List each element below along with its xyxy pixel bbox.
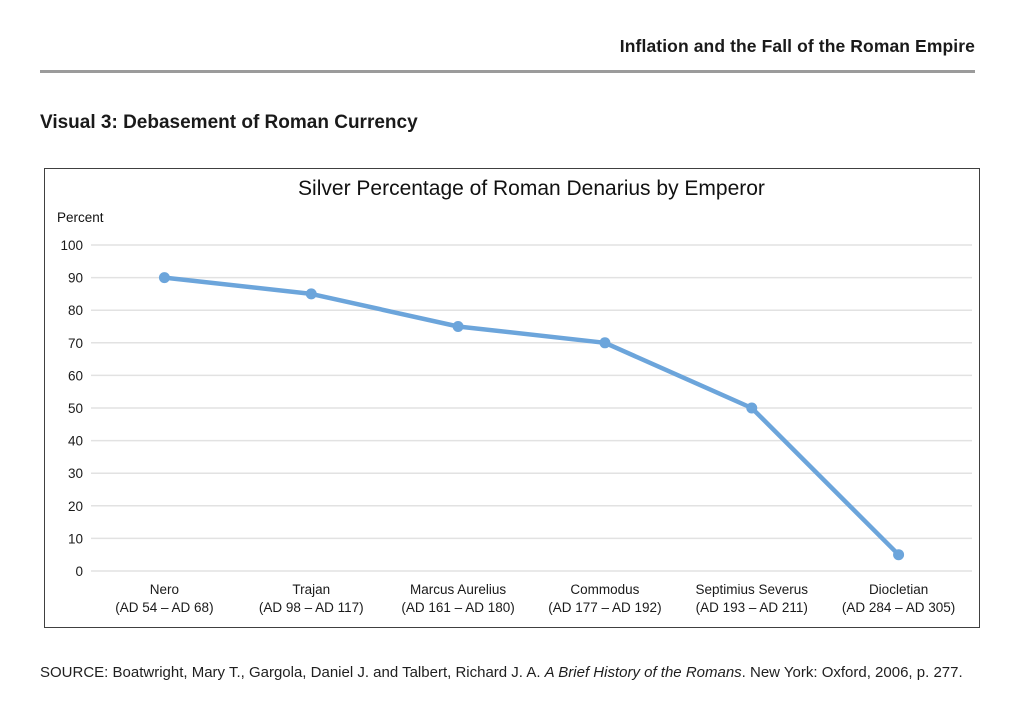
data-point bbox=[305, 288, 317, 300]
x-tick-sublabel: (AD 193 – AD 211) bbox=[696, 600, 808, 615]
y-tick-label: 80 bbox=[68, 303, 83, 318]
x-tick-label: Commodus bbox=[570, 582, 639, 597]
chart-container: 0 10 20 30 40 50 60 70 80 90 100 Nero (AD 54 – AD 68… bbox=[44, 168, 980, 628]
header-rule bbox=[40, 70, 975, 73]
y-tick-label: 70 bbox=[68, 336, 83, 351]
x-tick-sublabel: (AD 54 – AD 68) bbox=[115, 600, 213, 615]
y-tick-label: 100 bbox=[60, 238, 83, 253]
data-point bbox=[158, 272, 170, 284]
y-tick-label: 10 bbox=[68, 531, 83, 546]
data-point bbox=[893, 549, 905, 561]
y-tick-label: 60 bbox=[68, 368, 83, 383]
y-tick-label: 20 bbox=[68, 499, 83, 514]
x-tick-label: Marcus Aurelius bbox=[410, 582, 506, 597]
x-tick-label: Septimius Severus bbox=[695, 582, 808, 597]
x-tick-sublabel: (AD 98 – AD 117) bbox=[259, 600, 364, 615]
source-text-prefix: SOURCE: Boatwright, Mary T., Gargola, Da… bbox=[40, 664, 545, 681]
x-tick-sublabel: (AD 161 – AD 180) bbox=[401, 600, 514, 615]
y-tick-label: 0 bbox=[75, 564, 83, 579]
running-header: Inflation and the Fall of the Roman Empi… bbox=[619, 36, 975, 56]
x-tick-sublabel: (AD 284 – AD 305) bbox=[842, 600, 955, 615]
line-chart: 0 10 20 30 40 50 60 70 80 90 100 Nero (AD 54 – AD 68… bbox=[60, 238, 972, 615]
page-title: Visual 3: Debasement of Roman Currency bbox=[40, 112, 418, 133]
x-tick-label: Diocletian bbox=[869, 582, 928, 597]
data-point bbox=[746, 402, 758, 414]
line-series bbox=[162, 275, 901, 557]
data-point bbox=[599, 337, 611, 349]
source-book-title: A Brief History of the Romans bbox=[544, 664, 742, 681]
y-tick-label: 40 bbox=[68, 434, 83, 449]
source-citation: SOURCE: Boatwright, Mary T., Gargola, Da… bbox=[40, 664, 985, 681]
source-text-suffix: . New York: Oxford, 2006, p. 277. bbox=[741, 664, 963, 681]
chart-title: Silver Percentage of Roman Denarius by E… bbox=[298, 177, 765, 200]
x-tick-label: Trajan bbox=[292, 582, 330, 597]
data-point bbox=[452, 321, 464, 332]
y-tick-label: 30 bbox=[68, 466, 83, 481]
y-axis-title: Percent bbox=[57, 210, 104, 225]
x-tick-label: Nero bbox=[150, 582, 179, 597]
y-tick-label: 90 bbox=[68, 271, 83, 286]
x-tick-sublabel: (AD 177 – AD 192) bbox=[548, 600, 661, 615]
y-tick-label: 50 bbox=[68, 401, 83, 416]
